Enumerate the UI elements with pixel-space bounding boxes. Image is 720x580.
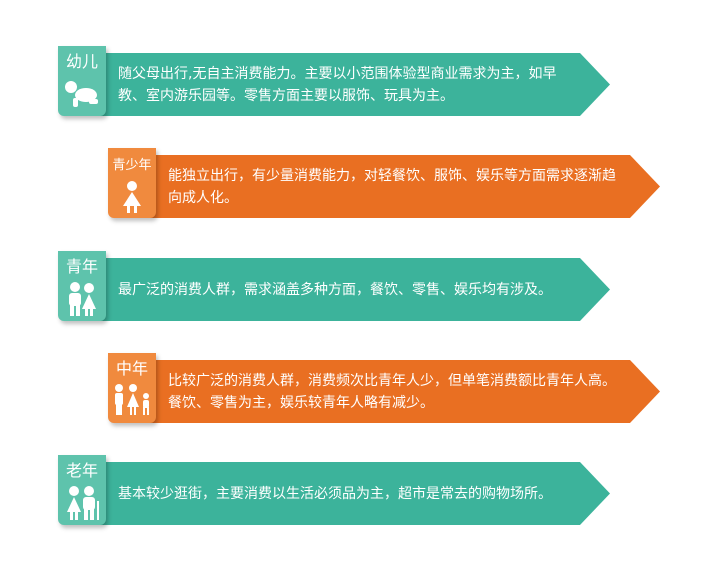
segment-description: 随父母出行,无自主消费能力。主要以小范围体验型商业需求为主，如早教、室内游乐园等… — [118, 65, 557, 104]
segment-description: 能独立出行，有少量消费能力，对轻餐饮、服饰、娱乐等方面需求逐渐趋向成人化。 — [168, 167, 616, 206]
segment-label: 中年 — [115, 359, 148, 378]
segment-description: 最广泛的消费人群，需求涵盖多种方面，餐饮、零售、娱乐均有涉及。 — [118, 281, 552, 298]
segment-badge-teen: 青少年 — [108, 148, 156, 218]
segment-row-infant: 随父母出行,无自主消费能力。主要以小范围体验型商业需求为主，如早教、室内游乐园等… — [58, 46, 610, 116]
segment-row-youth: 最广泛的消费人群，需求涵盖多种方面，餐饮、零售、娱乐均有涉及。 青年 — [58, 251, 610, 321]
couple-icon — [69, 282, 96, 316]
segment-label: 青少年 — [112, 158, 152, 173]
segment-badge-infant: 幼儿 — [58, 46, 106, 116]
segment-badge-elderly: 老年 — [58, 455, 106, 525]
segment-row-middle-age: 比较广泛的消费人群，消费频次比青年人少，但单笔消费额比青年人高。餐饮、零售为主，… — [108, 353, 660, 423]
segment-label: 幼儿 — [65, 52, 98, 71]
segment-banner-infant: 随父母出行,无自主消费能力。主要以小范围体验型商业需求为主，如早教、室内游乐园等… — [98, 53, 610, 116]
segment-description: 基本较少逛街，主要消费以生活必须品为主，超市是常去的购物场所。 — [118, 485, 552, 502]
segment-label: 老年 — [65, 461, 98, 480]
segment-row-teen: 能独立出行，有少量消费能力，对轻餐饮、服饰、娱乐等方面需求逐渐趋向成人化。 青少… — [108, 148, 660, 218]
segment-label: 青年 — [65, 257, 98, 276]
crawling-baby-icon — [65, 81, 98, 107]
segment-row-elderly: 基本较少逛街，主要消费以生活必须品为主，超市是常去的购物场所。 老年 — [58, 455, 610, 525]
segment-description: 比较广泛的消费人群，消费频次比青年人少，但单笔消费额比青年人高。餐饮、零售为主，… — [168, 372, 616, 411]
segment-badge-middle-age: 中年 — [108, 353, 156, 423]
elderly-couple-icon — [67, 486, 99, 520]
segment-banner-elderly: 基本较少逛街，主要消费以生活必须品为主，超市是常去的购物场所。 — [98, 462, 610, 525]
segment-banner-youth: 最广泛的消费人群，需求涵盖多种方面，餐饮、零售、娱乐均有涉及。 — [98, 258, 610, 321]
segment-banner-middle-age: 比较广泛的消费人群，消费频次比青年人少，但单笔消费额比青年人高。餐饮、零售为主，… — [148, 360, 660, 423]
segment-badge-youth: 青年 — [58, 251, 106, 321]
family-icon — [115, 384, 149, 415]
girl-icon — [123, 181, 141, 213]
segment-banner-teen: 能独立出行，有少量消费能力，对轻餐饮、服饰、娱乐等方面需求逐渐趋向成人化。 — [148, 155, 660, 218]
